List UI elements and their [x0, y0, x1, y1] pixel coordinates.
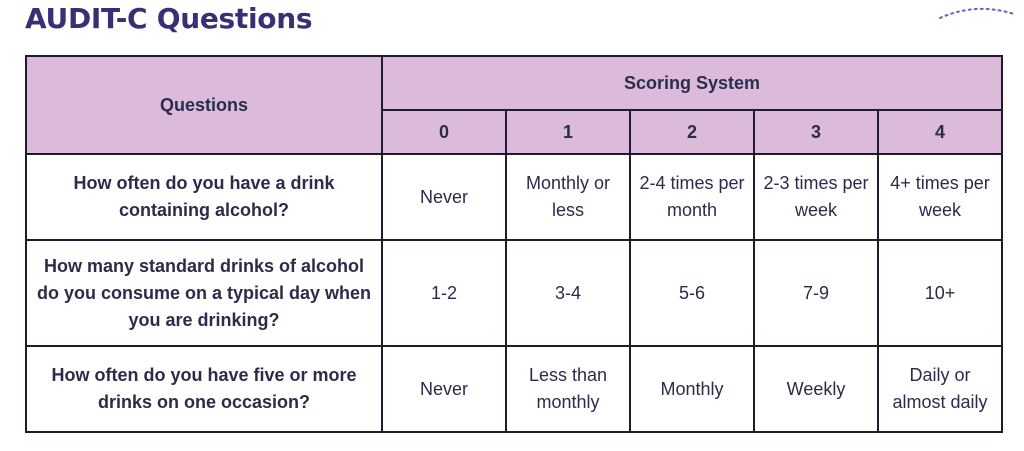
score-header-1: 1	[505, 109, 631, 155]
answer-cell: 5-6	[629, 239, 755, 347]
answer-cell: 4+ times per week	[876, 153, 1004, 241]
question-cell: How often do you have a drink containing…	[25, 153, 383, 241]
answer-cell: Weekly	[753, 345, 879, 433]
score-header-2: 2	[629, 109, 755, 155]
answer-cell: Monthly or less	[505, 153, 631, 241]
answer-cell: Less than monthly	[505, 345, 631, 433]
answer-cell: 7-9	[753, 239, 879, 347]
page-title: AUDIT-C Questions	[25, 2, 313, 35]
answer-cell: Never	[381, 153, 507, 241]
answer-cell: Daily or almost daily	[876, 345, 1004, 433]
answer-cell: Monthly	[629, 345, 755, 433]
score-header-0: 0	[381, 109, 507, 155]
decorative-dotted-arc-icon	[939, 7, 1015, 19]
questions-column-header: Questions	[25, 55, 383, 155]
table-row: How often do you have five or more drink…	[25, 345, 1004, 433]
table-row: How often do you have a drink containing…	[25, 153, 1004, 241]
answer-cell: Never	[381, 345, 507, 433]
question-cell: How many standard drinks of alcohol do y…	[25, 239, 383, 347]
answer-cell: 1-2	[381, 239, 507, 347]
question-cell: How often do you have five or more drink…	[25, 345, 383, 433]
answer-cell: 3-4	[505, 239, 631, 347]
score-header-4: 4	[876, 109, 1004, 155]
answer-cell: 2-3 times per week	[753, 153, 879, 241]
score-header-3: 3	[753, 109, 879, 155]
scoring-system-header: Scoring System	[380, 55, 1004, 111]
answer-cell: 2-4 times per month	[629, 153, 755, 241]
table-row: How many standard drinks of alcohol do y…	[25, 239, 1004, 347]
audit-c-table: Questions Scoring System 0 1 2 3 4 How o…	[25, 55, 1004, 433]
answer-cell: 10+	[876, 239, 1004, 347]
